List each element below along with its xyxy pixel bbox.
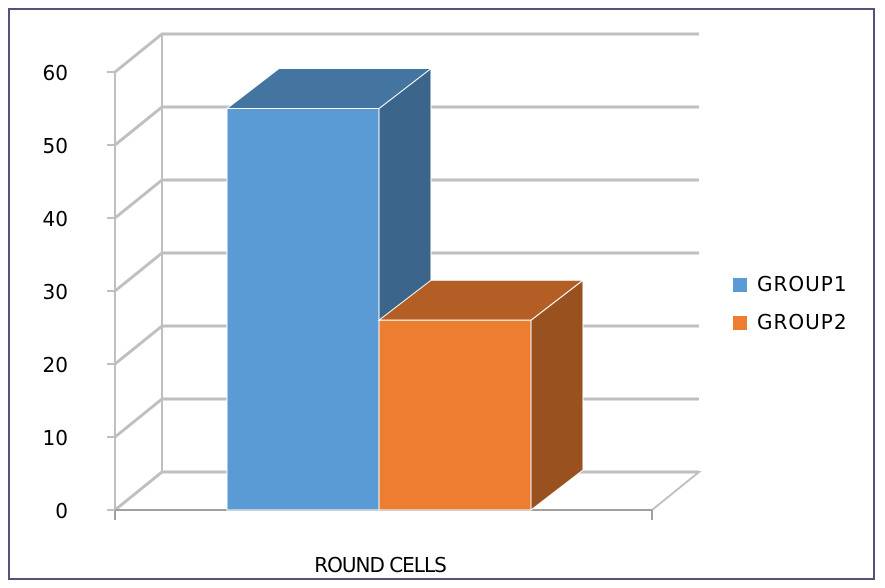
y-tick-label: 20 <box>43 353 68 377</box>
legend-swatch <box>733 316 747 330</box>
bars <box>225 67 585 512</box>
gridline <box>114 251 699 293</box>
gridline <box>114 105 699 147</box>
x-category-label: ROUND CELLS <box>314 553 446 577</box>
legend-item-group1: GROUP1 <box>733 272 848 296</box>
y-tick-label: 50 <box>43 134 68 158</box>
bar-front-face <box>378 319 532 511</box>
gridline <box>114 178 699 220</box>
legend-swatch <box>733 278 747 292</box>
bar-group1 <box>225 67 433 512</box>
y-tick-label: 30 <box>43 280 68 304</box>
x-axis-labels: ROUND CELLS <box>314 553 447 577</box>
gridlines <box>112 32 702 520</box>
y-tick-label: 60 <box>43 61 68 85</box>
legend-item-group2: GROUP2 <box>733 310 848 334</box>
legend-label: GROUP2 <box>757 310 848 334</box>
legend-label: GROUP1 <box>757 272 848 296</box>
legend: GROUP1 GROUP2 <box>733 272 848 334</box>
y-tick-label: 10 <box>43 426 68 450</box>
y-axis-ticks: 0 10 20 30 40 50 60 <box>43 61 115 523</box>
y-tick-label: 40 <box>43 207 68 231</box>
bar-group2 <box>377 279 585 512</box>
gridline <box>114 32 699 74</box>
y-tick-label: 0 <box>55 499 68 523</box>
bar-front-face <box>226 108 380 511</box>
